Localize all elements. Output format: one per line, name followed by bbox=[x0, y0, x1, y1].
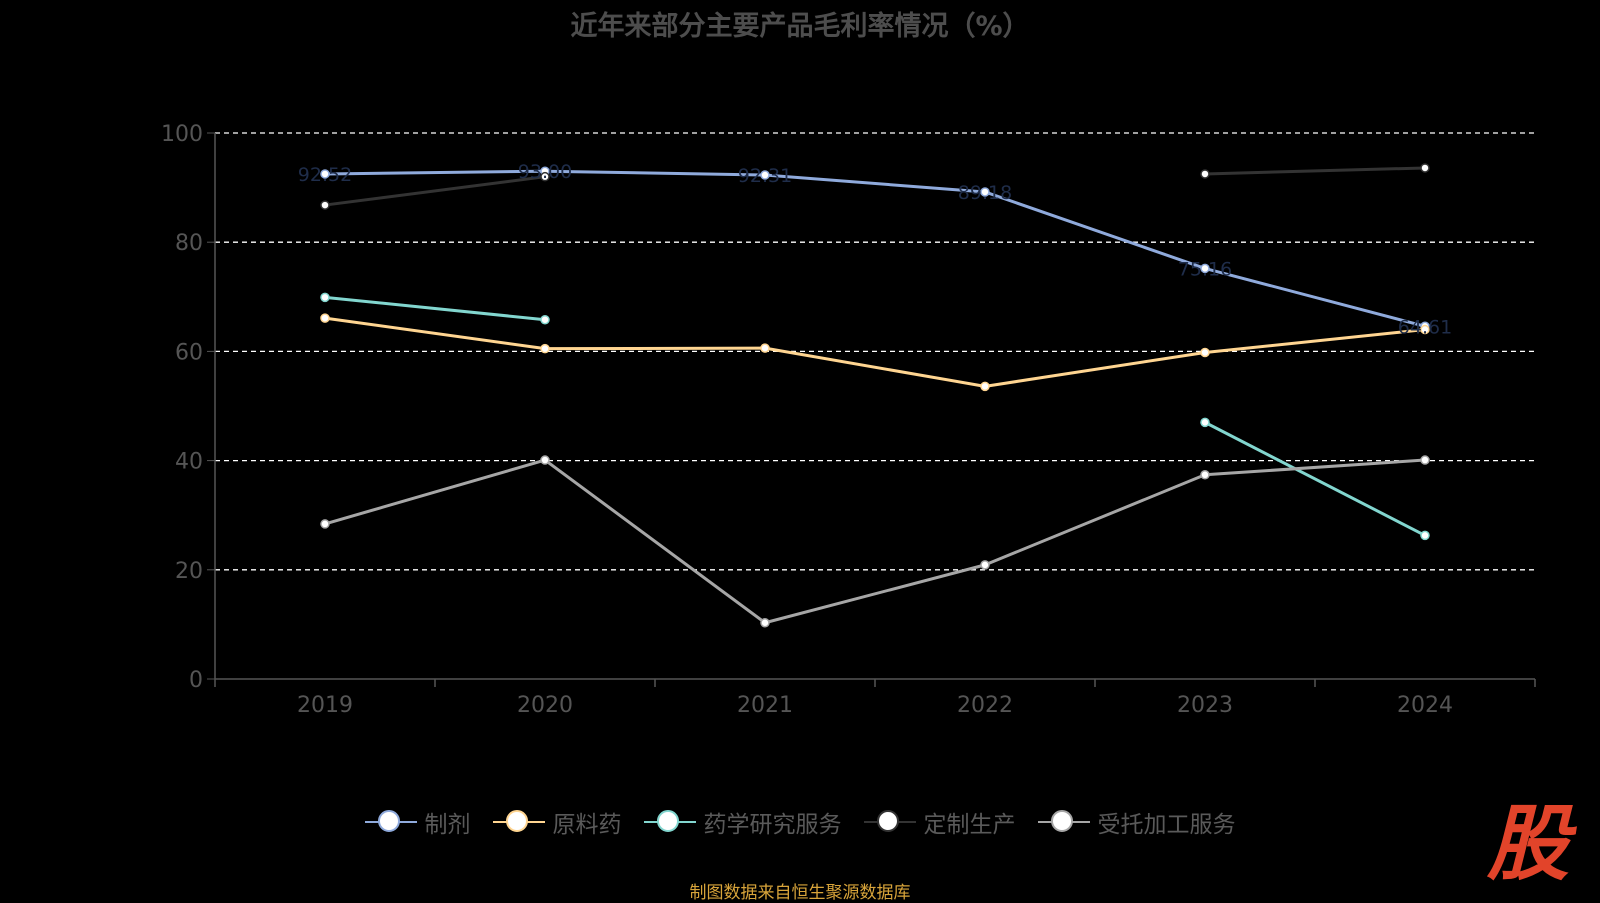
data-point bbox=[540, 455, 550, 465]
data-point bbox=[980, 560, 990, 570]
data-label: 75.16 bbox=[1178, 258, 1232, 280]
data-point bbox=[1200, 417, 1210, 428]
data-point bbox=[980, 187, 990, 197]
legend-marker bbox=[505, 810, 528, 832]
legend: 制剂 原料药 药学研究服务 定制生产 受托加工服务 bbox=[0, 805, 1600, 839]
legend-swatch bbox=[863, 807, 916, 837]
series-lines bbox=[320, 163, 1430, 628]
gridlines bbox=[215, 132, 1535, 571]
x-tick-label: 2024 bbox=[1397, 693, 1453, 718]
series-受托加工服务 bbox=[320, 455, 1430, 628]
y-tick-label: 60 bbox=[175, 340, 203, 365]
data-point bbox=[320, 519, 330, 529]
legend-label: 定制生产 bbox=[923, 812, 1016, 838]
series-line bbox=[324, 458, 1426, 625]
legend-swatch bbox=[364, 807, 417, 837]
data-point bbox=[320, 169, 330, 179]
series-line bbox=[324, 175, 546, 207]
series-药学研究服务 bbox=[320, 292, 1430, 541]
data-point bbox=[760, 618, 770, 628]
legend-marker bbox=[377, 810, 400, 832]
data-label: 92.52 bbox=[298, 164, 352, 186]
data-point bbox=[540, 171, 550, 182]
series-line bbox=[324, 295, 546, 322]
legend-item[interactable]: 受托加工服务 bbox=[1037, 805, 1236, 839]
data-labels: 92.52 93.00 92.31 89.18 75.16 64.61 bbox=[298, 161, 1452, 338]
legend-item[interactable]: 定制生产 bbox=[863, 805, 1016, 839]
brand-logo: 股 bbox=[1487, 797, 1569, 892]
data-point bbox=[540, 343, 550, 354]
series-line bbox=[324, 316, 1426, 388]
legend-label: 原料药 bbox=[552, 812, 622, 838]
data-point bbox=[1420, 163, 1430, 173]
y-tick-label: 0 bbox=[189, 668, 203, 693]
data-label: 64.61 bbox=[1398, 316, 1452, 338]
data-point bbox=[540, 314, 550, 325]
legend-swatch bbox=[643, 807, 696, 837]
data-point bbox=[980, 381, 990, 392]
data-point bbox=[1200, 347, 1210, 358]
x-tick-label: 2021 bbox=[737, 693, 793, 718]
legend-swatch bbox=[1037, 807, 1090, 837]
data-point bbox=[1420, 530, 1430, 541]
series-line bbox=[1204, 421, 1426, 537]
legend-marker bbox=[1050, 810, 1073, 832]
source-note: 制图数据来自恒生聚源数据库 bbox=[689, 883, 911, 903]
data-point bbox=[320, 292, 330, 303]
data-point bbox=[1200, 169, 1210, 179]
x-tick-label: 2022 bbox=[957, 693, 1013, 718]
series-line bbox=[1204, 166, 1426, 176]
y-tick-label: 100 bbox=[161, 122, 203, 147]
x-tick-label: 2019 bbox=[297, 693, 353, 718]
y-tick-label: 40 bbox=[175, 450, 203, 475]
x-tick-label: 2020 bbox=[517, 693, 573, 718]
data-point bbox=[1200, 470, 1210, 480]
data-point bbox=[760, 170, 770, 180]
legend-item[interactable]: 制剂 bbox=[364, 805, 471, 839]
data-point bbox=[320, 200, 330, 210]
series-line bbox=[324, 169, 1426, 328]
legend-swatch bbox=[492, 807, 545, 837]
legend-marker bbox=[876, 810, 899, 832]
legend-marker bbox=[656, 810, 679, 832]
data-point bbox=[320, 313, 330, 323]
legend-item[interactable]: 药学研究服务 bbox=[643, 805, 842, 839]
data-label: 89.18 bbox=[958, 182, 1012, 204]
y-tick-label: 20 bbox=[175, 559, 203, 584]
data-point bbox=[760, 343, 770, 353]
series-原料药 bbox=[320, 313, 1430, 392]
legend-label: 受托加工服务 bbox=[1097, 812, 1236, 838]
legend-label: 药学研究服务 bbox=[703, 812, 842, 838]
y-tick-label: 80 bbox=[175, 231, 203, 256]
data-label: 92.31 bbox=[738, 165, 792, 187]
data-point bbox=[1420, 324, 1430, 335]
chart-title: 近年来部分主要产品毛利率情况（%） bbox=[570, 11, 1030, 42]
legend-item[interactable]: 原料药 bbox=[492, 805, 622, 839]
data-label: 93.00 bbox=[518, 161, 572, 183]
legend-label: 制剂 bbox=[424, 812, 471, 838]
series-定制生产 bbox=[320, 163, 1430, 210]
axes: 0 20 40 60 80 100 2019 2020 2021 2022 2023 2024 bbox=[161, 122, 1536, 718]
data-point bbox=[1420, 455, 1430, 465]
x-tick-label: 2023 bbox=[1177, 693, 1233, 718]
series-制剂 bbox=[320, 166, 1430, 332]
data-point bbox=[1200, 263, 1210, 274]
